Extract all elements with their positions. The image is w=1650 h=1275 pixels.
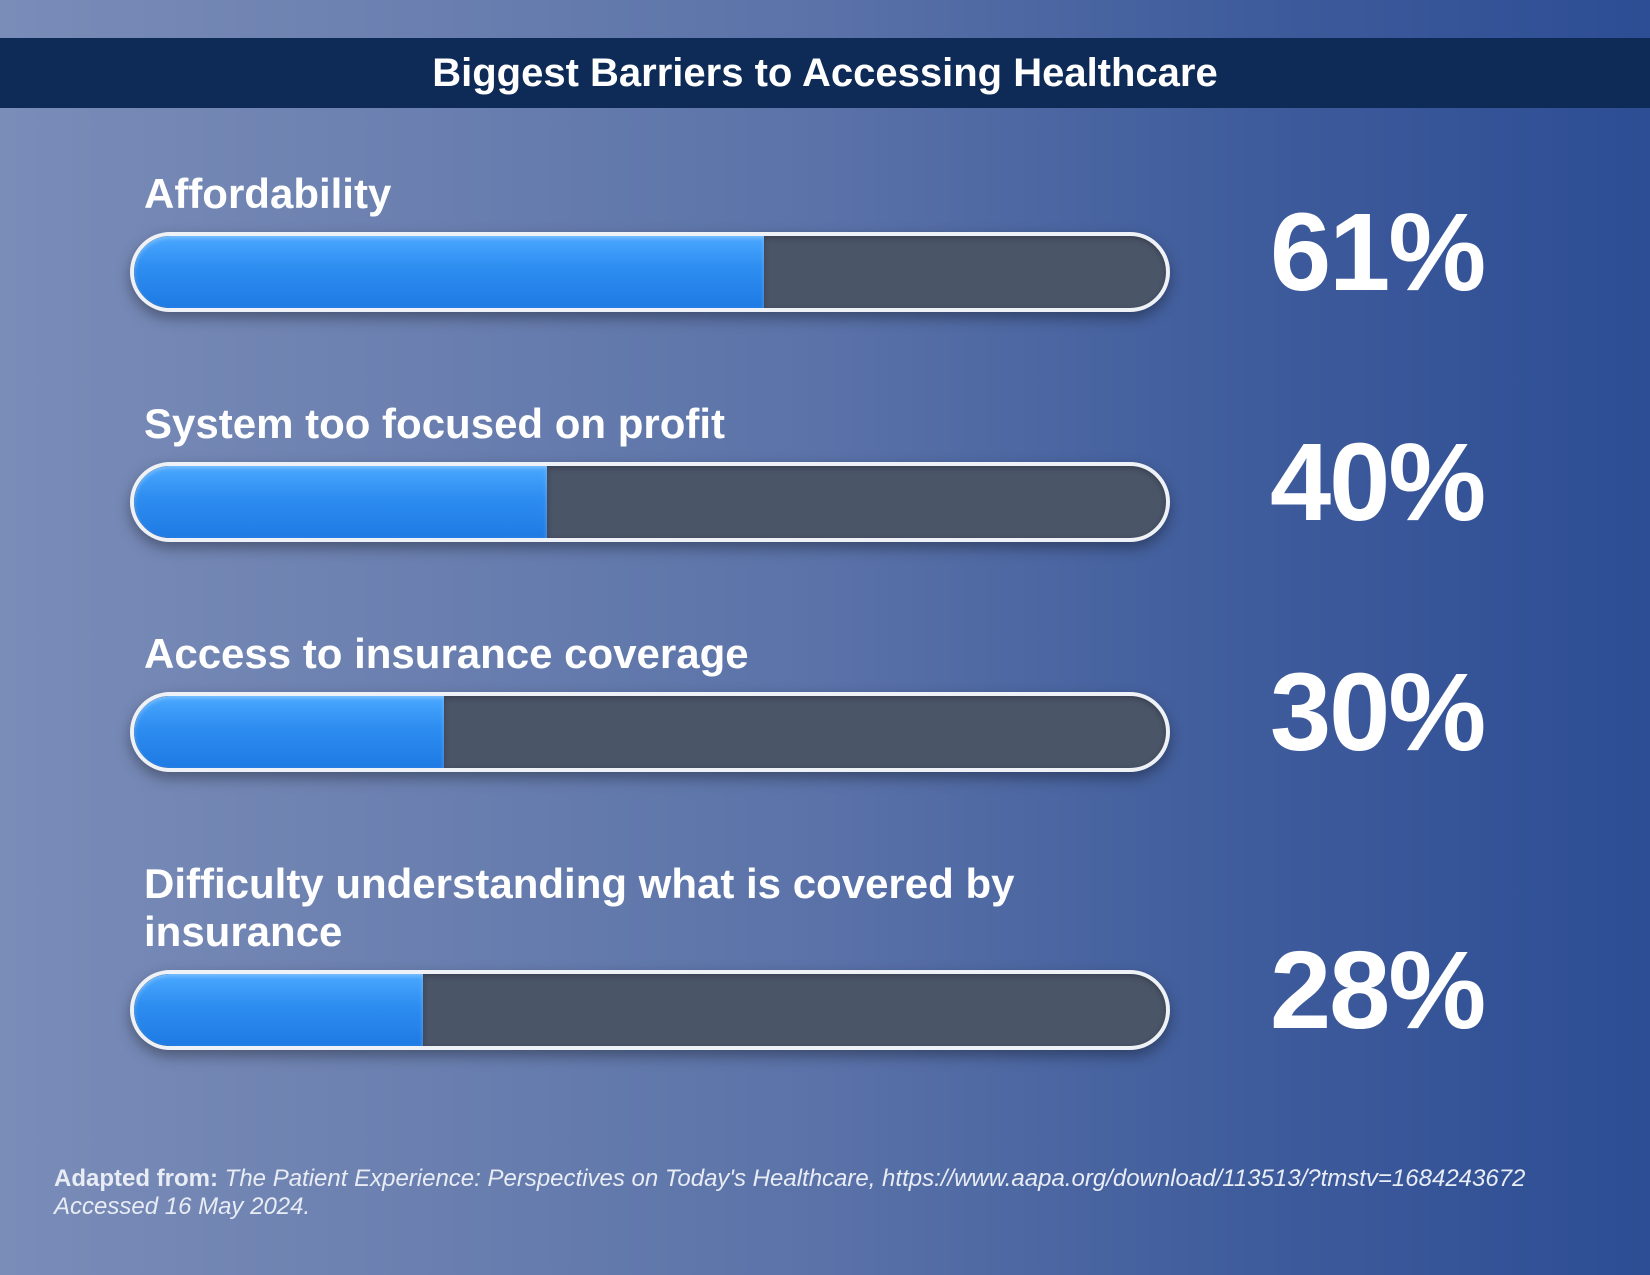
bar-track [130, 232, 1170, 312]
bar-fill [134, 696, 444, 768]
title-bar: Biggest Barriers to Accessing Healthcare [0, 38, 1650, 108]
citation-lead: Adapted from: [54, 1165, 225, 1192]
bar-track [130, 970, 1170, 1050]
bar-block: Access to insurance coverage [130, 630, 1170, 772]
bar-fill [134, 466, 547, 538]
bar-row: Affordability 61% [130, 170, 1590, 312]
bar-row: Difficulty understanding what is covered… [130, 860, 1590, 1050]
bar-fill [134, 236, 764, 308]
bar-percent: 40% [1270, 428, 1484, 542]
bar-block: Difficulty understanding what is covered… [130, 860, 1170, 1050]
bar-fill [134, 974, 423, 1046]
bar-percent: 61% [1270, 198, 1484, 312]
bar-track [130, 692, 1170, 772]
chart-title: Biggest Barriers to Accessing Healthcare [432, 51, 1218, 96]
bar-percent: 28% [1270, 936, 1484, 1050]
bar-row: Access to insurance coverage 30% [130, 630, 1590, 772]
bars-container: Affordability 61% System too focused on … [130, 170, 1590, 1138]
bar-percent: 30% [1270, 658, 1484, 772]
infographic-canvas: Biggest Barriers to Accessing Healthcare… [0, 0, 1650, 1275]
bar-label: Affordability [144, 170, 1170, 218]
bar-label: Access to insurance coverage [144, 630, 1170, 678]
source-citation: Adapted from: The Patient Experience: Pe… [54, 1165, 1596, 1221]
citation-text: The Patient Experience: Perspectives on … [54, 1165, 1525, 1220]
bar-row: System too focused on profit 40% [130, 400, 1590, 542]
bar-label: System too focused on profit [144, 400, 1170, 448]
bar-label: Difficulty understanding what is covered… [144, 860, 1170, 956]
bar-track [130, 462, 1170, 542]
bar-block: Affordability [130, 170, 1170, 312]
bar-block: System too focused on profit [130, 400, 1170, 542]
